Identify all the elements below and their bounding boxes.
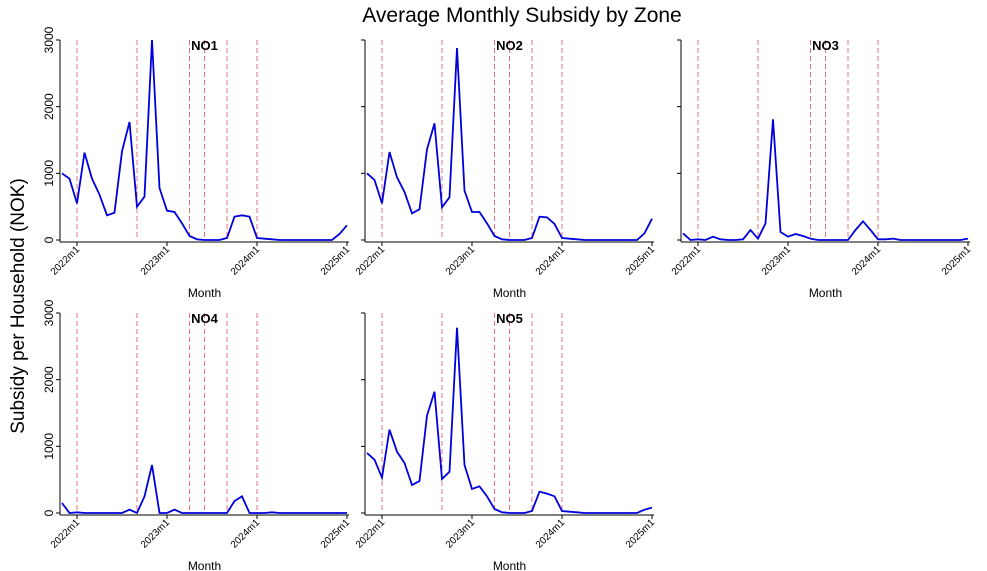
panel-title: NO1 <box>191 38 218 53</box>
x-axis-label: Month <box>493 286 526 300</box>
y-tick-label: 2000 <box>42 366 56 393</box>
x-tick-label: 2024m1 <box>850 244 884 278</box>
x-tick-label: 2025m1 <box>940 244 974 278</box>
line <box>366 327 653 514</box>
y-tick-label: 0 <box>42 236 56 243</box>
line <box>366 47 653 241</box>
panel-title: NO4 <box>191 311 219 326</box>
x-tick-label: 2022m1 <box>49 244 83 278</box>
x-tick-label: 2025m1 <box>624 517 658 551</box>
x-axis-label: Month <box>493 559 526 571</box>
panel-title: NO2 <box>496 38 523 53</box>
x-tick-label: 2024m1 <box>534 517 568 551</box>
x-axis-label: Month <box>188 286 221 300</box>
x-tick-label: 2025m1 <box>624 244 658 278</box>
x-tick-label: 2022m1 <box>354 244 388 278</box>
y-tick-label: 1000 <box>42 160 56 187</box>
x-tick-label: 2022m1 <box>670 244 704 278</box>
x-tick-label: 2023m1 <box>760 244 794 278</box>
x-tick-label: 2025m1 <box>319 517 353 551</box>
x-axis-label: Month <box>809 286 842 300</box>
x-tick-label: 2024m1 <box>534 244 568 278</box>
x-tick-label: 2023m1 <box>139 244 173 278</box>
y-tick-label: 3000 <box>42 299 56 326</box>
x-tick-label: 2022m1 <box>49 517 83 551</box>
x-tick-label: 2023m1 <box>444 517 478 551</box>
line <box>682 119 969 241</box>
x-tick-label: 2025m1 <box>319 244 353 278</box>
y-tick-label: 1000 <box>42 433 56 460</box>
line <box>61 39 348 241</box>
panel-title: NO3 <box>812 38 839 53</box>
x-tick-label: 2024m1 <box>229 244 263 278</box>
x-tick-label: 2023m1 <box>444 244 478 278</box>
x-tick-label: 2023m1 <box>139 517 173 551</box>
y-tick-label: 2000 <box>42 93 56 120</box>
panel-title: NO5 <box>496 311 523 326</box>
y-axis-label: Subsidy per Household (NOK) <box>8 178 29 434</box>
line <box>61 464 347 515</box>
x-axis-label: Month <box>188 559 221 571</box>
y-tick-label: 3000 <box>42 26 56 53</box>
x-tick-label: 2022m1 <box>354 517 388 551</box>
x-tick-label: 2024m1 <box>229 517 263 551</box>
y-tick-label: 0 <box>42 509 56 516</box>
chart-title: Average Monthly Subsidy by Zone <box>362 4 681 27</box>
